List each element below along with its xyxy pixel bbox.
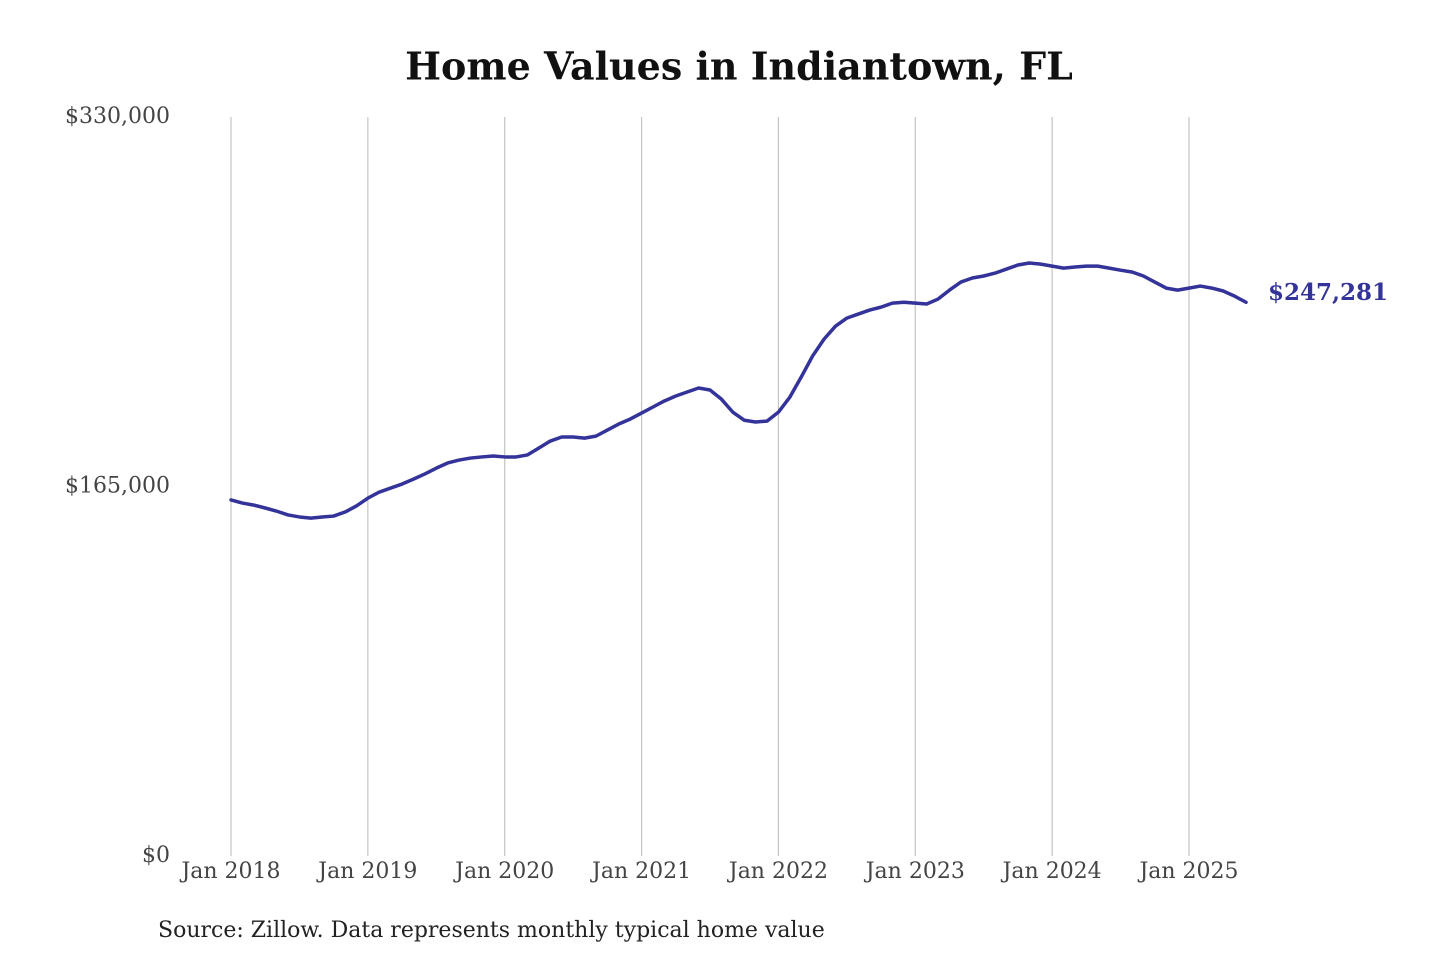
x-tick-label: Jan 2022 — [727, 859, 828, 884]
source-note: Source: Zillow. Data represents monthly … — [158, 918, 825, 943]
x-tick-label: Jan 2020 — [453, 859, 554, 884]
x-tick-label: Jan 2025 — [1137, 859, 1238, 884]
x-tick-label: Jan 2018 — [179, 859, 280, 884]
line-series — [229, 261, 1248, 520]
y-tick-label: $165,000 — [65, 474, 170, 499]
data-label: $247,281 — [1268, 279, 1388, 306]
y-tick-label: $330,000 — [65, 104, 170, 129]
x-tick-label: Jan 2021 — [590, 859, 691, 884]
chart-title: Home Values in Indiantown, FL — [405, 44, 1073, 89]
x-tick-label: Jan 2023 — [864, 859, 965, 884]
y-tick-label: $0 — [142, 843, 170, 868]
x-tick-label: Jan 2024 — [1001, 859, 1102, 884]
x-tick-label: Jan 2019 — [316, 859, 417, 884]
